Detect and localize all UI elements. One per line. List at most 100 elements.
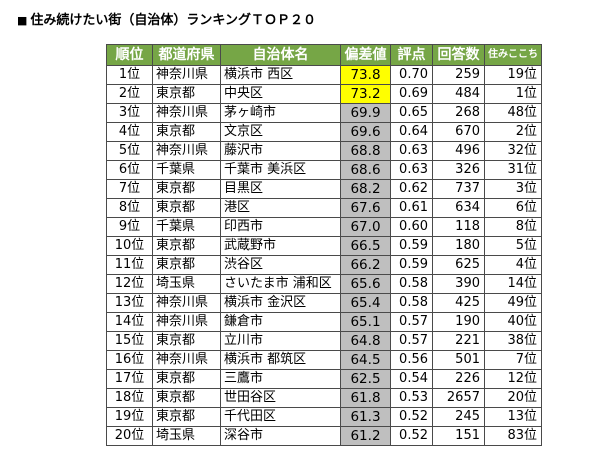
cell-municipality: 立川市 bbox=[220, 331, 341, 351]
table-row: 18位 東京都 世田谷区 61.8 0.53 2657 20位 bbox=[106, 388, 542, 408]
cell-rank: 16位 bbox=[106, 350, 153, 370]
cell-answers: 259 bbox=[432, 65, 485, 85]
cell-municipality: 横浜市 金沢区 bbox=[220, 293, 341, 313]
cell-score: 0.52 bbox=[390, 407, 433, 427]
table-row: 5位 神奈川県 藤沢市 68.8 0.63 496 32位 bbox=[106, 141, 542, 161]
cell-municipality: 千葉市 美浜区 bbox=[220, 160, 341, 180]
cell-livability: 20位 bbox=[484, 388, 542, 408]
table-row: 17位 東京都 三鷹市 62.5 0.54 226 12位 bbox=[106, 369, 542, 389]
cell-prefecture: 東京都 bbox=[152, 84, 221, 104]
cell-municipality: 世田谷区 bbox=[220, 388, 341, 408]
cell-livability: 32位 bbox=[484, 141, 542, 161]
table-row: 11位 東京都 渋谷区 66.2 0.59 625 4位 bbox=[106, 255, 542, 275]
cell-municipality: 横浜市 都筑区 bbox=[220, 350, 341, 370]
table-row: 16位 神奈川県 横浜市 都筑区 64.5 0.56 501 7位 bbox=[106, 350, 542, 370]
cell-prefecture: 東京都 bbox=[152, 255, 221, 275]
cell-deviation: 65.1 bbox=[340, 312, 391, 332]
title-text: 住み続けたい街（自治体）ランキングＴＯＰ２０ bbox=[30, 13, 317, 28]
cell-score: 0.63 bbox=[390, 141, 433, 161]
cell-score: 0.59 bbox=[390, 255, 433, 275]
cell-prefecture: 神奈川県 bbox=[152, 65, 221, 85]
table-row: 1位 神奈川県 横浜市 西区 73.8 0.70 259 19位 bbox=[106, 65, 542, 85]
cell-answers: 501 bbox=[432, 350, 485, 370]
cell-answers: 737 bbox=[432, 179, 485, 199]
cell-score: 0.70 bbox=[390, 65, 433, 85]
cell-prefecture: 東京都 bbox=[152, 407, 221, 427]
cell-deviation: 67.6 bbox=[340, 198, 391, 218]
cell-deviation: 66.5 bbox=[340, 236, 391, 256]
cell-rank: 9位 bbox=[106, 217, 153, 237]
cell-livability: 1位 bbox=[484, 84, 542, 104]
cell-municipality: 茅ヶ崎市 bbox=[220, 103, 341, 123]
cell-prefecture: 千葉県 bbox=[152, 217, 221, 237]
cell-livability: 12位 bbox=[484, 369, 542, 389]
cell-rank: 17位 bbox=[106, 369, 153, 389]
cell-score: 0.62 bbox=[390, 179, 433, 199]
table-row: 7位 東京都 目黒区 68.2 0.62 737 3位 bbox=[106, 179, 542, 199]
header-score: 評点 bbox=[390, 44, 433, 66]
cell-municipality: 武蔵野市 bbox=[220, 236, 341, 256]
table-row: 9位 千葉県 印西市 67.0 0.60 118 8位 bbox=[106, 217, 542, 237]
cell-answers: 496 bbox=[432, 141, 485, 161]
cell-answers: 151 bbox=[432, 426, 485, 446]
cell-deviation: 68.6 bbox=[340, 160, 391, 180]
cell-score: 0.57 bbox=[390, 331, 433, 351]
cell-score: 0.53 bbox=[390, 388, 433, 408]
cell-answers: 221 bbox=[432, 331, 485, 351]
cell-deviation: 64.5 bbox=[340, 350, 391, 370]
cell-answers: 634 bbox=[432, 198, 485, 218]
cell-prefecture: 神奈川県 bbox=[152, 141, 221, 161]
cell-livability: 4位 bbox=[484, 255, 542, 275]
cell-score: 0.54 bbox=[390, 369, 433, 389]
cell-municipality: 千代田区 bbox=[220, 407, 341, 427]
cell-prefecture: 東京都 bbox=[152, 198, 221, 218]
cell-answers: 625 bbox=[432, 255, 485, 275]
cell-answers: 245 bbox=[432, 407, 485, 427]
cell-answers: 268 bbox=[432, 103, 485, 123]
cell-rank: 12位 bbox=[106, 274, 153, 294]
title-marker: ■ bbox=[17, 14, 28, 27]
cell-score: 0.63 bbox=[390, 160, 433, 180]
cell-answers: 670 bbox=[432, 122, 485, 142]
cell-answers: 425 bbox=[432, 293, 485, 313]
table-row: 10位 東京都 武蔵野市 66.5 0.59 180 5位 bbox=[106, 236, 542, 256]
table-row: 12位 埼玉県 さいたま市 浦和区 65.6 0.58 390 14位 bbox=[106, 274, 542, 294]
cell-prefecture: 東京都 bbox=[152, 179, 221, 199]
table-row: 13位 神奈川県 横浜市 金沢区 65.4 0.58 425 49位 bbox=[106, 293, 542, 313]
cell-deviation: 61.2 bbox=[340, 426, 391, 446]
cell-livability: 3位 bbox=[484, 179, 542, 199]
cell-score: 0.52 bbox=[390, 426, 433, 446]
table-row: 6位 千葉県 千葉市 美浜区 68.6 0.63 326 31位 bbox=[106, 160, 542, 180]
cell-deviation: 61.3 bbox=[340, 407, 391, 427]
cell-score: 0.58 bbox=[390, 293, 433, 313]
cell-rank: 10位 bbox=[106, 236, 153, 256]
cell-livability: 6位 bbox=[484, 198, 542, 218]
cell-livability: 7位 bbox=[484, 350, 542, 370]
table-row: 14位 神奈川県 鎌倉市 65.1 0.57 190 40位 bbox=[106, 312, 542, 332]
cell-livability: 48位 bbox=[484, 103, 542, 123]
cell-municipality: 中央区 bbox=[220, 84, 341, 104]
cell-score: 0.56 bbox=[390, 350, 433, 370]
cell-rank: 14位 bbox=[106, 312, 153, 332]
cell-deviation: 67.0 bbox=[340, 217, 391, 237]
cell-prefecture: 東京都 bbox=[152, 236, 221, 256]
cell-rank: 19位 bbox=[106, 407, 153, 427]
cell-score: 0.64 bbox=[390, 122, 433, 142]
cell-rank: 20位 bbox=[106, 426, 153, 446]
cell-rank: 8位 bbox=[106, 198, 153, 218]
cell-deviation: 64.8 bbox=[340, 331, 391, 351]
cell-rank: 1位 bbox=[106, 65, 153, 85]
cell-deviation: 69.9 bbox=[340, 103, 391, 123]
cell-deviation: 69.6 bbox=[340, 122, 391, 142]
table-row: 8位 東京都 港区 67.6 0.61 634 6位 bbox=[106, 198, 542, 218]
cell-rank: 6位 bbox=[106, 160, 153, 180]
cell-answers: 390 bbox=[432, 274, 485, 294]
cell-score: 0.57 bbox=[390, 312, 433, 332]
cell-municipality: 渋谷区 bbox=[220, 255, 341, 275]
cell-livability: 40位 bbox=[484, 312, 542, 332]
cell-municipality: 印西市 bbox=[220, 217, 341, 237]
cell-municipality: 港区 bbox=[220, 198, 341, 218]
cell-municipality: 目黒区 bbox=[220, 179, 341, 199]
cell-municipality: 文京区 bbox=[220, 122, 341, 142]
cell-score: 0.65 bbox=[390, 103, 433, 123]
